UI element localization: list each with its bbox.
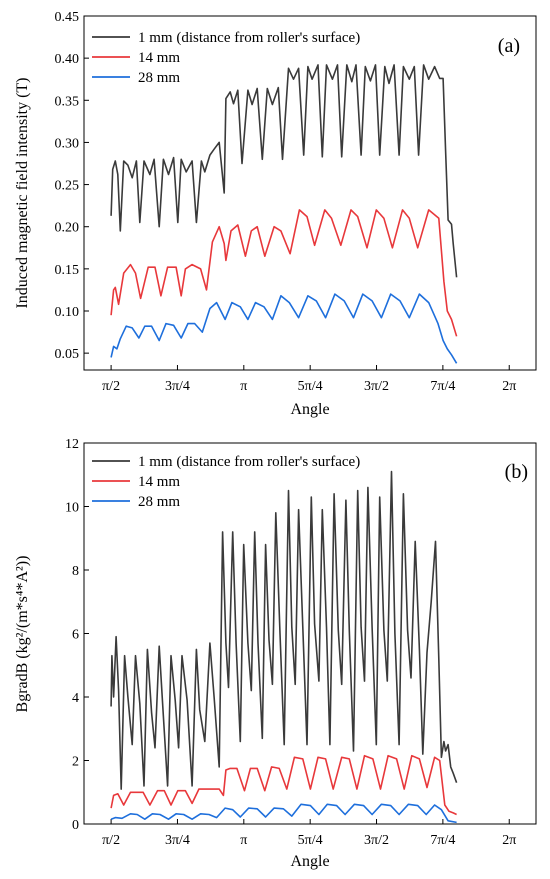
y-tick-label: 0 — [72, 818, 79, 833]
panel-label: (b) — [505, 461, 528, 483]
x-tick-label: 3π/4 — [165, 833, 190, 848]
y-tick-label: 0.10 — [55, 305, 80, 320]
y-axis-label: Induced magnetic field intensity (T) — [14, 77, 31, 308]
panel-label: (a) — [498, 35, 520, 57]
y-tick-label: 0.20 — [55, 221, 80, 236]
x-tick-label: π/2 — [102, 379, 120, 394]
series-layer — [110, 470, 458, 824]
x-tick-label: 2π — [502, 379, 516, 394]
y-tick-label: 0.25 — [55, 179, 80, 194]
y-tick-label: 4 — [72, 691, 79, 706]
y-tick-label: 2 — [72, 755, 79, 770]
x-tick-label: 5π/4 — [298, 833, 323, 848]
x-tick-label: 7π/4 — [430, 379, 455, 394]
panel-b: 0 2 4 6 8 10 12 π/2 3π/4 π 5π/4 3π/2 7π/4 2π 1 mm (d… — [14, 437, 537, 870]
x-tick-label: 3π/4 — [165, 379, 190, 394]
x-tick-label: 7π/4 — [430, 833, 455, 848]
legend-label: 14 mm — [138, 50, 180, 66]
y-axis-ticks: 0 2 4 6 8 10 12 — [65, 437, 89, 833]
y-tick-label: 10 — [65, 501, 79, 516]
panel-a: 0.05 0.10 0.15 0.20 0.25 0.30 0.35 0.40 0.45 π/2… — [14, 10, 537, 418]
x-tick-label: 2π — [502, 833, 516, 848]
x-tick-label: 5π/4 — [298, 379, 323, 394]
x-axis-ticks: π/2 3π/4 π 5π/4 3π/2 7π/4 2π — [102, 365, 516, 394]
y-tick-label: 0.05 — [55, 347, 80, 362]
series-layer — [110, 64, 458, 364]
x-axis-label: Angle — [290, 853, 329, 870]
x-tick-label: π — [240, 833, 247, 848]
y-tick-label: 0.30 — [55, 136, 80, 151]
y-tick-label: 0.40 — [55, 52, 80, 67]
legend-label: 1 mm (distance from roller's surface) — [138, 30, 360, 46]
series-line-14-mm — [110, 209, 458, 337]
x-tick-label: 3π/2 — [364, 379, 389, 394]
legend: 1 mm (distance from roller's surface) 14 … — [92, 454, 360, 510]
series-line-28-mm — [110, 293, 458, 364]
y-tick-label: 6 — [72, 628, 79, 643]
y-tick-label: 0.15 — [55, 263, 80, 278]
legend-label: 1 mm (distance from roller's surface) — [138, 454, 360, 470]
y-axis-label: BgradB (kg²/(m*s⁴*A²)) — [14, 556, 31, 713]
legend-label: 28 mm — [138, 494, 180, 510]
y-tick-label: 8 — [72, 564, 79, 579]
x-axis-label: Angle — [290, 401, 329, 418]
y-tick-label: 0.35 — [55, 94, 80, 109]
series-line-14-mm — [110, 754, 457, 816]
x-tick-label: π/2 — [102, 833, 120, 848]
y-tick-label: 12 — [65, 437, 79, 452]
legend-label: 14 mm — [138, 474, 180, 490]
legend-label: 28 mm — [138, 70, 180, 86]
legend: 1 mm (distance from roller's surface) 14 … — [92, 30, 360, 86]
x-tick-label: π — [240, 379, 247, 394]
series-line-1-mm-distance-from-roller-s-surface — [110, 64, 458, 278]
x-tick-label: 3π/2 — [364, 833, 389, 848]
series-line-1-mm-distance-from-roller-s-surface — [110, 470, 458, 790]
y-axis-ticks: 0.05 0.10 0.15 0.20 0.25 0.30 0.35 0.40 0.45 — [55, 10, 89, 362]
y-tick-label: 0.45 — [55, 10, 80, 25]
x-axis-ticks: π/2 3π/4 π 5π/4 3π/2 7π/4 2π — [102, 819, 516, 848]
series-line-28-mm — [110, 803, 457, 824]
